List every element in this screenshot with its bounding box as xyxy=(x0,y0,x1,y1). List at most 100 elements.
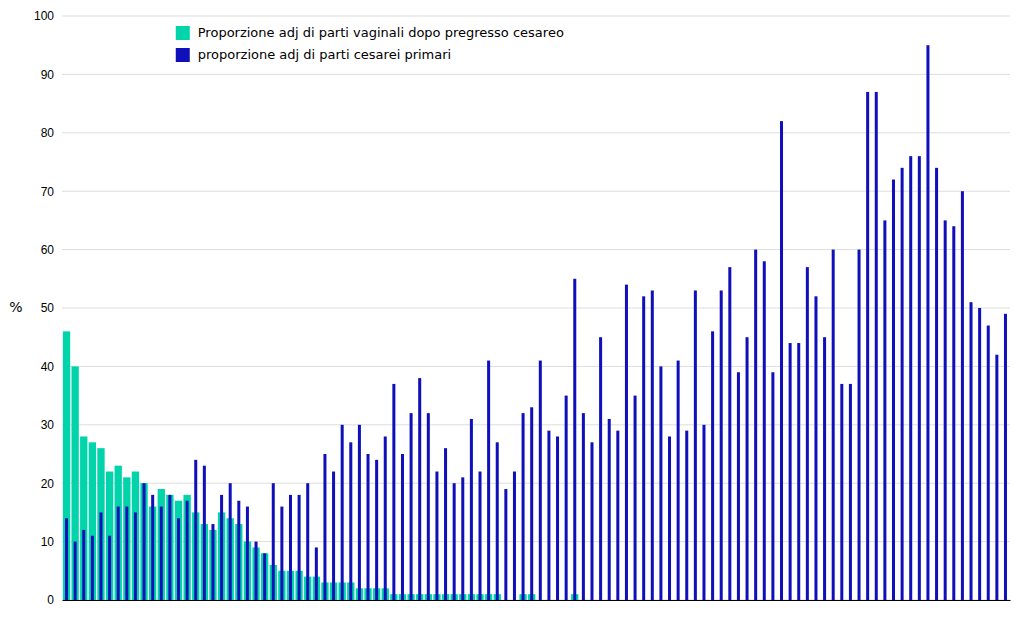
y-axis-title: % xyxy=(9,299,22,315)
bar xyxy=(504,489,507,600)
y-tick-label: 90 xyxy=(41,68,55,82)
y-tick-label: 20 xyxy=(41,477,55,491)
bar xyxy=(453,483,456,600)
bar xyxy=(918,156,921,600)
bar xyxy=(82,530,85,600)
bar xyxy=(1004,314,1007,600)
bar xyxy=(590,442,593,600)
bar xyxy=(392,384,395,600)
bar xyxy=(866,92,869,600)
bar xyxy=(668,436,671,600)
bar xyxy=(71,366,78,600)
bar xyxy=(306,483,309,600)
y-tick: 30 xyxy=(41,418,62,432)
bar xyxy=(298,495,301,600)
bar xyxy=(108,536,111,600)
y-tick-label: 70 xyxy=(41,185,55,199)
bar xyxy=(99,512,102,600)
bar xyxy=(858,250,861,600)
bar xyxy=(194,460,197,600)
bar xyxy=(401,454,404,600)
bar xyxy=(272,483,275,600)
bar xyxy=(780,121,783,600)
bar xyxy=(763,261,766,600)
bar xyxy=(789,343,792,600)
y-tick-label: 30 xyxy=(41,418,55,432)
bar xyxy=(754,250,757,600)
grid-line xyxy=(62,74,1010,75)
y-tick: 40 xyxy=(41,360,62,374)
y-tick: 0 xyxy=(47,593,62,607)
bar xyxy=(435,472,438,600)
bar xyxy=(952,226,955,600)
y-tick-label: 0 xyxy=(47,593,54,607)
bar xyxy=(444,448,447,600)
bar xyxy=(478,472,481,600)
bar xyxy=(944,220,947,600)
bar xyxy=(814,296,817,600)
bar xyxy=(261,553,268,600)
x-axis xyxy=(63,600,1011,601)
series-0 xyxy=(63,331,579,600)
legend-label: Proporzione adj di parti vaginali dopo p… xyxy=(198,25,564,40)
bar xyxy=(573,279,576,600)
bar xyxy=(840,384,843,600)
bar xyxy=(659,366,662,600)
series-1 xyxy=(65,45,1007,600)
bar xyxy=(530,407,533,600)
bar xyxy=(158,489,165,600)
bar xyxy=(97,448,104,600)
y-axis-line xyxy=(62,17,63,601)
y-tick: 60 xyxy=(41,243,62,257)
bar xyxy=(694,290,697,600)
bar xyxy=(183,495,190,600)
bar xyxy=(961,191,964,600)
legend-swatch xyxy=(176,48,190,62)
legend-item: Proporzione adj di parti vaginali dopo p… xyxy=(176,25,564,41)
bar xyxy=(677,361,680,600)
bar xyxy=(616,431,619,600)
bar xyxy=(220,495,223,600)
y-tick-label: 50 xyxy=(41,301,55,315)
bar xyxy=(341,425,344,600)
bar xyxy=(410,413,413,600)
legend-label: proporzione adj di parti cesarei primari xyxy=(198,47,451,62)
y-tick: 100 xyxy=(34,9,62,23)
bar xyxy=(166,495,173,600)
x-axis-line xyxy=(63,600,1011,601)
bar xyxy=(211,524,214,600)
y-tick-label: 100 xyxy=(34,9,54,23)
bar xyxy=(832,250,835,600)
bar xyxy=(556,436,559,600)
grid-line xyxy=(62,16,1010,17)
bar xyxy=(625,285,628,600)
y-tick: 70 xyxy=(41,185,62,199)
bar xyxy=(125,507,128,600)
bar xyxy=(143,483,146,600)
bar xyxy=(522,413,525,600)
bar xyxy=(203,466,206,600)
bar xyxy=(513,472,516,600)
bar xyxy=(186,501,189,600)
bar xyxy=(909,156,912,600)
bar xyxy=(651,290,654,600)
bars xyxy=(63,45,1007,600)
bar xyxy=(91,536,94,600)
bar xyxy=(728,267,731,600)
bar xyxy=(883,220,886,600)
y-tick: 90 xyxy=(41,68,62,82)
legend-swatch xyxy=(176,26,190,40)
bar xyxy=(74,542,77,600)
bar xyxy=(358,425,361,600)
y-tick: 80 xyxy=(41,126,62,140)
bar xyxy=(255,542,258,600)
bar xyxy=(263,553,266,600)
bar xyxy=(987,326,990,600)
bar xyxy=(746,337,749,600)
bar xyxy=(565,396,568,600)
bar xyxy=(89,442,96,600)
legend: Proporzione adj di parti vaginali dopo p… xyxy=(176,25,564,63)
bar xyxy=(642,296,645,600)
bar xyxy=(418,378,421,600)
bar xyxy=(375,460,378,600)
